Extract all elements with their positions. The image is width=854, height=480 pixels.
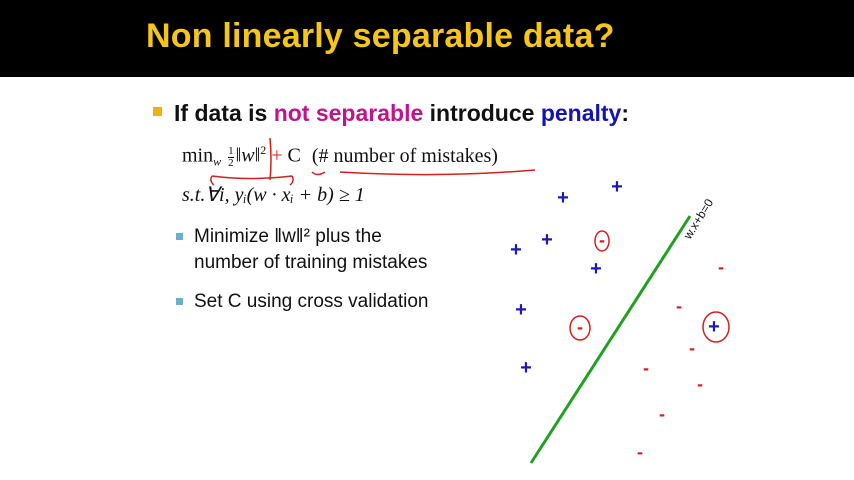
boundary-label: w.x+b=0 [680,196,716,242]
negative-point: - [689,338,695,358]
c-underline [311,171,326,176]
fraction-denominator: 2 [228,156,234,169]
negative-point: - [718,257,724,277]
sub-bullet-line: number of training mistakes [194,252,428,273]
negative-point: - [599,230,605,250]
slide-title: Non linearly separable data? [146,17,615,55]
norm-power: 2 [260,143,267,157]
sub-bullet-line: Minimize ‖w‖² plus the [194,226,382,247]
positive-point: + [541,229,553,251]
positive-point: + [515,299,527,321]
regularizer-tick [269,137,272,181]
penalty-c: C [287,144,301,167]
bullet-middle: introduce [423,100,541,126]
mistakes-term: (# number of mistakes) [311,144,498,167]
negative-point: - [577,317,583,337]
negative-point: - [659,404,665,424]
sub-bullet-line: Set C using cross validation [194,291,429,312]
bullet-suffix: : [621,100,630,126]
negative-point: - [643,358,649,378]
bullet-square-icon [153,107,162,117]
keyword-penalty: penalty [540,100,622,126]
keyword-not-separable: not separable [273,100,424,126]
fraction-numerator: 1 [228,144,234,158]
positive-point: + [510,239,522,261]
bullet-prefix: If data is [174,100,274,126]
min-subscript: w [213,154,222,169]
sub-bullet-minimize: Minimize ‖w‖² plus the number of trainin… [176,224,427,276]
negative-point: - [697,374,703,394]
constraint-formula: s.t.∀i, yᵢ(w · xᵢ + b) ≥ 1 [182,184,365,206]
regularizer-bracket [210,175,294,186]
negative-point: - [637,442,643,462]
objective-formula: minw 1 2 ‖w‖2 + C (# number of mistakes) [182,143,498,170]
sub-bullet-square-icon [176,233,183,240]
positive-point: + [708,316,720,338]
main-bullet: If data is not separable introduce penal… [153,100,629,127]
underline-regularizer [211,175,293,180]
positive-point: + [611,176,623,198]
positive-point: + [557,187,569,209]
min-operator: min [182,144,214,167]
mistake-circle [594,230,610,252]
positive-point: + [590,258,602,280]
positive-point: + [520,357,532,379]
mistakes-underline [339,169,536,176]
mistake-circle [569,315,591,341]
plus-sign: + [271,144,283,167]
norm-w: ‖w‖ [235,144,261,167]
sub-bullet-square-icon [176,298,183,305]
title-bar [0,0,854,77]
negative-point: - [676,296,682,316]
decision-boundary-line [529,215,692,464]
mistake-circle [702,311,730,343]
sub-bullet-set-c: Set C using cross validation [176,289,428,315]
